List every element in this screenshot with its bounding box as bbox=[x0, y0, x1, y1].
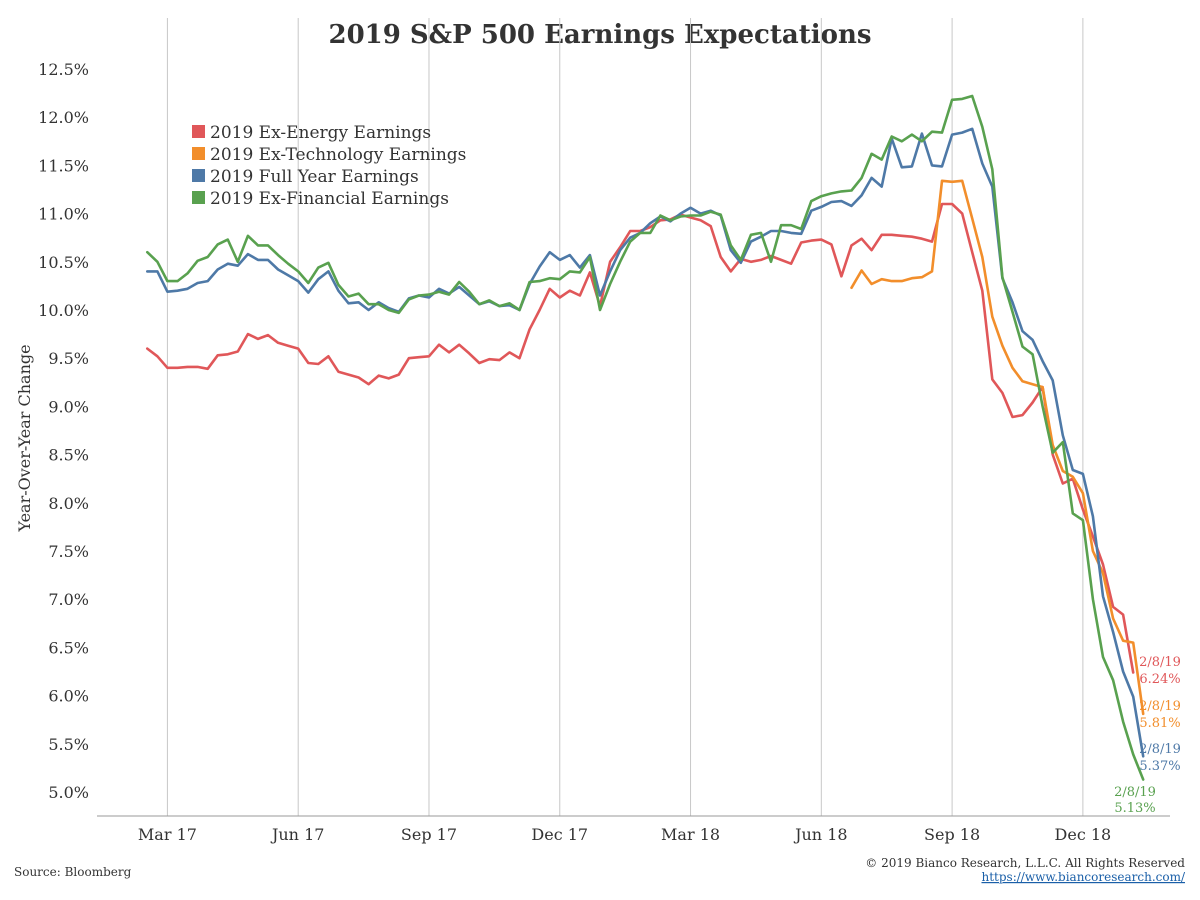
y-tick-label: 11.5% bbox=[38, 156, 89, 175]
y-tick-label: 5.0% bbox=[48, 783, 89, 802]
legend-swatch bbox=[192, 191, 205, 204]
legend-label: 2019 Ex-Financial Earnings bbox=[210, 189, 449, 209]
series-line-1 bbox=[850, 179, 1145, 716]
end-label-date: 2/8/19 bbox=[1139, 742, 1181, 757]
y-tick-label: 12.0% bbox=[38, 108, 89, 127]
end-label-date: 2/8/19 bbox=[1139, 655, 1181, 670]
legend-label: 2019 Ex-Energy Earnings bbox=[210, 123, 431, 143]
x-tick-label: Dec 17 bbox=[531, 825, 588, 844]
end-label-value: 5.37% bbox=[1139, 759, 1180, 774]
y-tick-label: 10.0% bbox=[38, 301, 89, 320]
series-line-2 bbox=[146, 127, 1145, 758]
copyright-note: © 2019 Bianco Research, L.L.C. All Right… bbox=[865, 856, 1185, 870]
y-axis-ticks: 5.0% 5.5% 6.0% 6.5% 7.0% 7.5% 8.0% 8.5% 9.0% 9.5%… bbox=[38, 60, 89, 802]
y-tick-label: 9.0% bbox=[48, 397, 89, 416]
y-tick-label: 12.5% bbox=[38, 60, 89, 79]
chart-title: 2019 S&P 500 Earnings Expectations bbox=[328, 20, 871, 50]
end-label-date: 2/8/19 bbox=[1114, 785, 1156, 800]
end-label-value: 5.81% bbox=[1139, 716, 1180, 731]
end-label-value: 6.24% bbox=[1139, 672, 1180, 687]
y-tick-label: 9.5% bbox=[48, 349, 89, 368]
y-tick-label: 10.5% bbox=[38, 253, 89, 272]
x-axis-ticks: Mar 17 Jun 17 Sep 17 Dec 17 Mar 18 Jun 18 Sep … bbox=[138, 825, 1111, 844]
x-tick-label: Jun 18 bbox=[793, 825, 847, 844]
y-tick-label: 8.5% bbox=[48, 446, 89, 465]
y-axis-label: Year-Over-Year Change bbox=[15, 344, 34, 532]
legend-swatch bbox=[192, 147, 205, 160]
legend-label: 2019 Full Year Earnings bbox=[210, 167, 419, 187]
y-tick-label: 5.5% bbox=[48, 735, 89, 754]
y-tick-label: 8.0% bbox=[48, 494, 89, 513]
source-note: Source: Bloomberg bbox=[14, 865, 132, 879]
x-tick-label: Dec 18 bbox=[1055, 825, 1112, 844]
series-line-0 bbox=[146, 202, 1135, 674]
series-line-3 bbox=[146, 94, 1145, 781]
x-tick-label: Jun 17 bbox=[270, 825, 324, 844]
y-tick-label: 7.0% bbox=[48, 590, 89, 609]
website-link[interactable]: https://www.biancoresearch.com/ bbox=[981, 870, 1185, 884]
legend-swatch bbox=[192, 125, 205, 138]
y-tick-label: 6.5% bbox=[48, 638, 89, 657]
end-label-value: 5.13% bbox=[1114, 801, 1155, 816]
end-labels: 2/8/196.24%2/8/195.81%2/8/195.37%2/8/195… bbox=[1114, 655, 1181, 816]
end-label-date: 2/8/19 bbox=[1139, 699, 1181, 714]
x-tick-label: Sep 18 bbox=[924, 825, 980, 844]
y-tick-label: 7.5% bbox=[48, 542, 89, 561]
series-lines bbox=[146, 94, 1145, 781]
x-tick-label: Mar 17 bbox=[138, 825, 197, 844]
gridlines bbox=[166, 18, 1084, 816]
x-tick-label: Mar 18 bbox=[661, 825, 720, 844]
y-tick-label: 11.0% bbox=[38, 205, 89, 224]
legend-swatch bbox=[192, 169, 205, 182]
y-tick-label: 6.0% bbox=[48, 687, 89, 706]
x-tick-label: Sep 17 bbox=[401, 825, 457, 844]
legend-label: 2019 Ex-Technology Earnings bbox=[210, 145, 466, 165]
